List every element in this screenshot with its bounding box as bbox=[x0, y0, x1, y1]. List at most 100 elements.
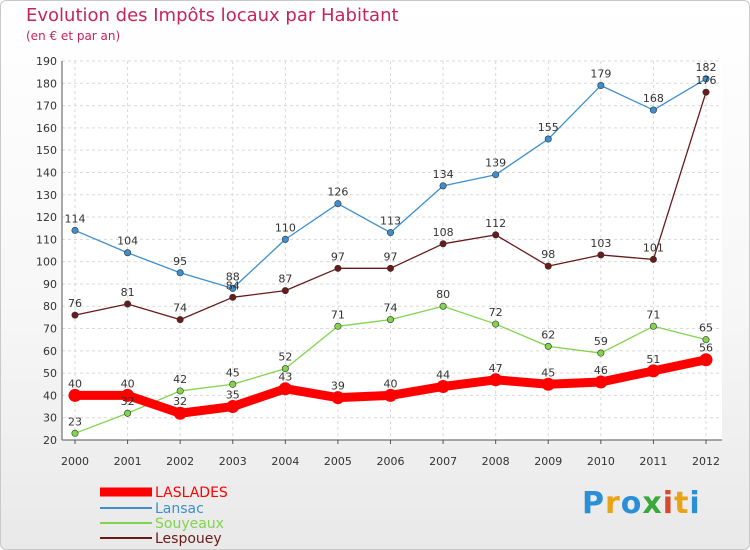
logo-letter: r bbox=[605, 486, 621, 521]
data-label: 65 bbox=[699, 322, 713, 335]
data-point bbox=[492, 231, 500, 239]
y-tick-label: 60 bbox=[43, 345, 57, 358]
x-tick-label: 2009 bbox=[534, 455, 562, 468]
x-tick-label: 2004 bbox=[271, 455, 299, 468]
logo-letter: i bbox=[689, 486, 701, 521]
data-label: 179 bbox=[590, 68, 611, 81]
proxiti-logo: Proxiti bbox=[582, 486, 701, 521]
data-label: 103 bbox=[590, 237, 611, 250]
data-point bbox=[699, 353, 713, 367]
x-tick-label: 2007 bbox=[429, 455, 457, 468]
data-point bbox=[71, 226, 79, 234]
data-point bbox=[278, 382, 292, 396]
data-point bbox=[597, 251, 605, 259]
data-label: 126 bbox=[327, 186, 348, 199]
y-tick-label: 150 bbox=[36, 144, 57, 157]
data-point bbox=[541, 377, 555, 391]
data-label: 155 bbox=[538, 121, 559, 134]
data-label: 56 bbox=[699, 342, 713, 355]
y-tick-label: 20 bbox=[43, 434, 57, 447]
data-point bbox=[544, 135, 552, 143]
data-label: 35 bbox=[226, 389, 240, 402]
data-label: 39 bbox=[331, 380, 345, 393]
data-point bbox=[229, 293, 237, 301]
data-point bbox=[124, 300, 132, 308]
data-point bbox=[334, 264, 342, 272]
data-point bbox=[439, 240, 447, 248]
data-label: 176 bbox=[696, 74, 717, 87]
data-label: 62 bbox=[541, 328, 555, 341]
legend-label: Lespouey bbox=[155, 531, 222, 547]
data-point bbox=[386, 316, 394, 324]
y-tick-label: 140 bbox=[36, 166, 57, 179]
data-label: 52 bbox=[278, 351, 292, 364]
x-tick-label: 2012 bbox=[692, 455, 720, 468]
data-label: 113 bbox=[380, 215, 401, 228]
data-point bbox=[229, 380, 237, 388]
data-point bbox=[436, 379, 450, 393]
data-label: 76 bbox=[68, 297, 82, 310]
legend-label: Lansac bbox=[155, 501, 204, 517]
y-tick-label: 160 bbox=[36, 122, 57, 135]
x-tick-label: 2010 bbox=[587, 455, 615, 468]
data-label: 32 bbox=[173, 395, 187, 408]
data-point bbox=[121, 388, 135, 402]
data-label: 97 bbox=[384, 250, 398, 263]
y-tick-label: 130 bbox=[36, 189, 57, 202]
y-tick-label: 120 bbox=[36, 211, 57, 224]
data-label: 88 bbox=[226, 270, 240, 283]
x-tick-label: 2006 bbox=[377, 455, 405, 468]
data-point bbox=[281, 235, 289, 243]
data-label: 97 bbox=[331, 250, 345, 263]
data-point bbox=[702, 75, 710, 83]
data-point bbox=[71, 311, 79, 319]
legend-label: LASLADES bbox=[155, 485, 228, 501]
data-point bbox=[124, 249, 132, 257]
data-point bbox=[386, 229, 394, 237]
data-point bbox=[646, 364, 660, 378]
data-label: 168 bbox=[643, 92, 664, 105]
data-point bbox=[331, 391, 345, 405]
data-label: 42 bbox=[173, 373, 187, 386]
data-label: 71 bbox=[646, 308, 660, 321]
data-point bbox=[281, 365, 289, 373]
y-tick-label: 180 bbox=[36, 77, 57, 90]
data-label: 98 bbox=[541, 248, 555, 261]
y-tick-label: 170 bbox=[36, 100, 57, 113]
data-point bbox=[439, 302, 447, 310]
data-label: 40 bbox=[384, 377, 398, 390]
data-label: 87 bbox=[278, 273, 292, 286]
y-tick-label: 30 bbox=[43, 412, 57, 425]
data-point bbox=[439, 182, 447, 190]
chart-title: Evolution des Impôts locaux par Habitant bbox=[26, 5, 399, 26]
data-point bbox=[334, 200, 342, 208]
data-label: 134 bbox=[433, 168, 454, 181]
legend-label: Souyeaux bbox=[155, 516, 224, 532]
x-tick-label: 2000 bbox=[61, 455, 89, 468]
data-label: 40 bbox=[68, 377, 82, 390]
data-point bbox=[649, 106, 657, 114]
logo-letter: t bbox=[674, 486, 690, 521]
data-point bbox=[649, 255, 657, 263]
data-label: 44 bbox=[436, 368, 450, 381]
data-point bbox=[702, 88, 710, 96]
data-point bbox=[702, 336, 710, 344]
data-label: 112 bbox=[485, 217, 506, 230]
y-tick-label: 90 bbox=[43, 278, 57, 291]
y-tick-label: 190 bbox=[36, 55, 57, 68]
x-tick-label: 2008 bbox=[482, 455, 510, 468]
data-point bbox=[597, 349, 605, 357]
data-label: 81 bbox=[121, 286, 135, 299]
data-label: 104 bbox=[117, 235, 138, 248]
data-point bbox=[124, 409, 132, 417]
data-point bbox=[544, 342, 552, 350]
data-label: 32 bbox=[121, 395, 135, 408]
data-point bbox=[492, 171, 500, 179]
y-tick-label: 80 bbox=[43, 300, 57, 313]
data-label: 51 bbox=[646, 353, 660, 366]
y-tick-label: 50 bbox=[43, 367, 57, 380]
data-point bbox=[226, 400, 240, 414]
data-label: 108 bbox=[433, 226, 454, 239]
data-point bbox=[597, 82, 605, 90]
data-label: 43 bbox=[278, 371, 292, 384]
